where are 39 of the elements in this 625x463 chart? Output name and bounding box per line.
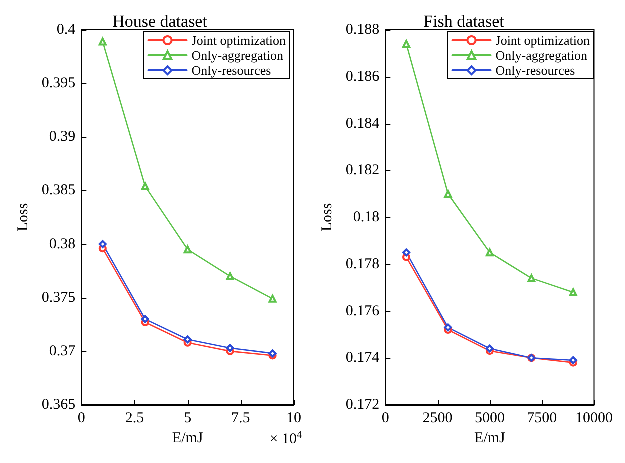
y-tick-label: 0.39 (49, 129, 76, 146)
x-tick-label: 5 (184, 410, 192, 426)
x-tick-label: 10 (286, 410, 302, 426)
y-tick-label: 0.182 (346, 162, 380, 179)
legend-label: Only-aggregation (192, 48, 284, 63)
y-tick-label: 0.178 (346, 256, 380, 272)
y-tick-label: 0.4 (56, 22, 76, 38)
x-tick-label: 7.5 (232, 410, 250, 426)
y-axis-title: Loss (16, 203, 32, 232)
legend-label: Joint optimization (192, 33, 286, 48)
legend-label: Only-resources (496, 63, 576, 78)
x-tick-label: 7500 (527, 410, 558, 426)
y-tick-label: 0.184 (346, 116, 380, 132)
y-tick-label: 0.38 (49, 236, 76, 252)
y-tick-label: 0.385 (42, 182, 76, 199)
legend-label: Only-aggregation (496, 48, 588, 63)
legend-label: Joint optimization (496, 33, 590, 48)
y-tick-label: 0.365 (42, 397, 76, 413)
y-axis-title: Loss (320, 203, 336, 232)
x-tick-label: 0 (382, 410, 390, 426)
legend-label: Only-resources (192, 63, 272, 78)
y-tick-label: 0.176 (346, 303, 380, 320)
x-axis-title: E/mJ (474, 430, 506, 446)
y-tick-label: 0.188 (346, 22, 380, 38)
x-tick-label: 5000 (474, 410, 505, 426)
chart-title: Fish dataset (424, 12, 505, 31)
x-axis-title: E/mJ (172, 430, 204, 446)
x-tick-label: 2500 (422, 410, 453, 426)
y-tick-label: 0.186 (346, 68, 380, 85)
y-tick-label: 0.37 (49, 343, 76, 360)
y-tick-label: 0.172 (346, 397, 380, 413)
x-tick-label: 0 (78, 410, 86, 426)
chart-title: House dataset (112, 12, 208, 31)
y-tick-label: 0.18 (353, 210, 380, 226)
x-tick-label: 2.5 (125, 410, 144, 426)
y-tick-label: 0.174 (346, 350, 380, 366)
x-tick-label: 10000 (576, 410, 613, 426)
y-tick-label: 0.375 (42, 290, 76, 306)
y-tick-label: 0.395 (42, 76, 76, 92)
